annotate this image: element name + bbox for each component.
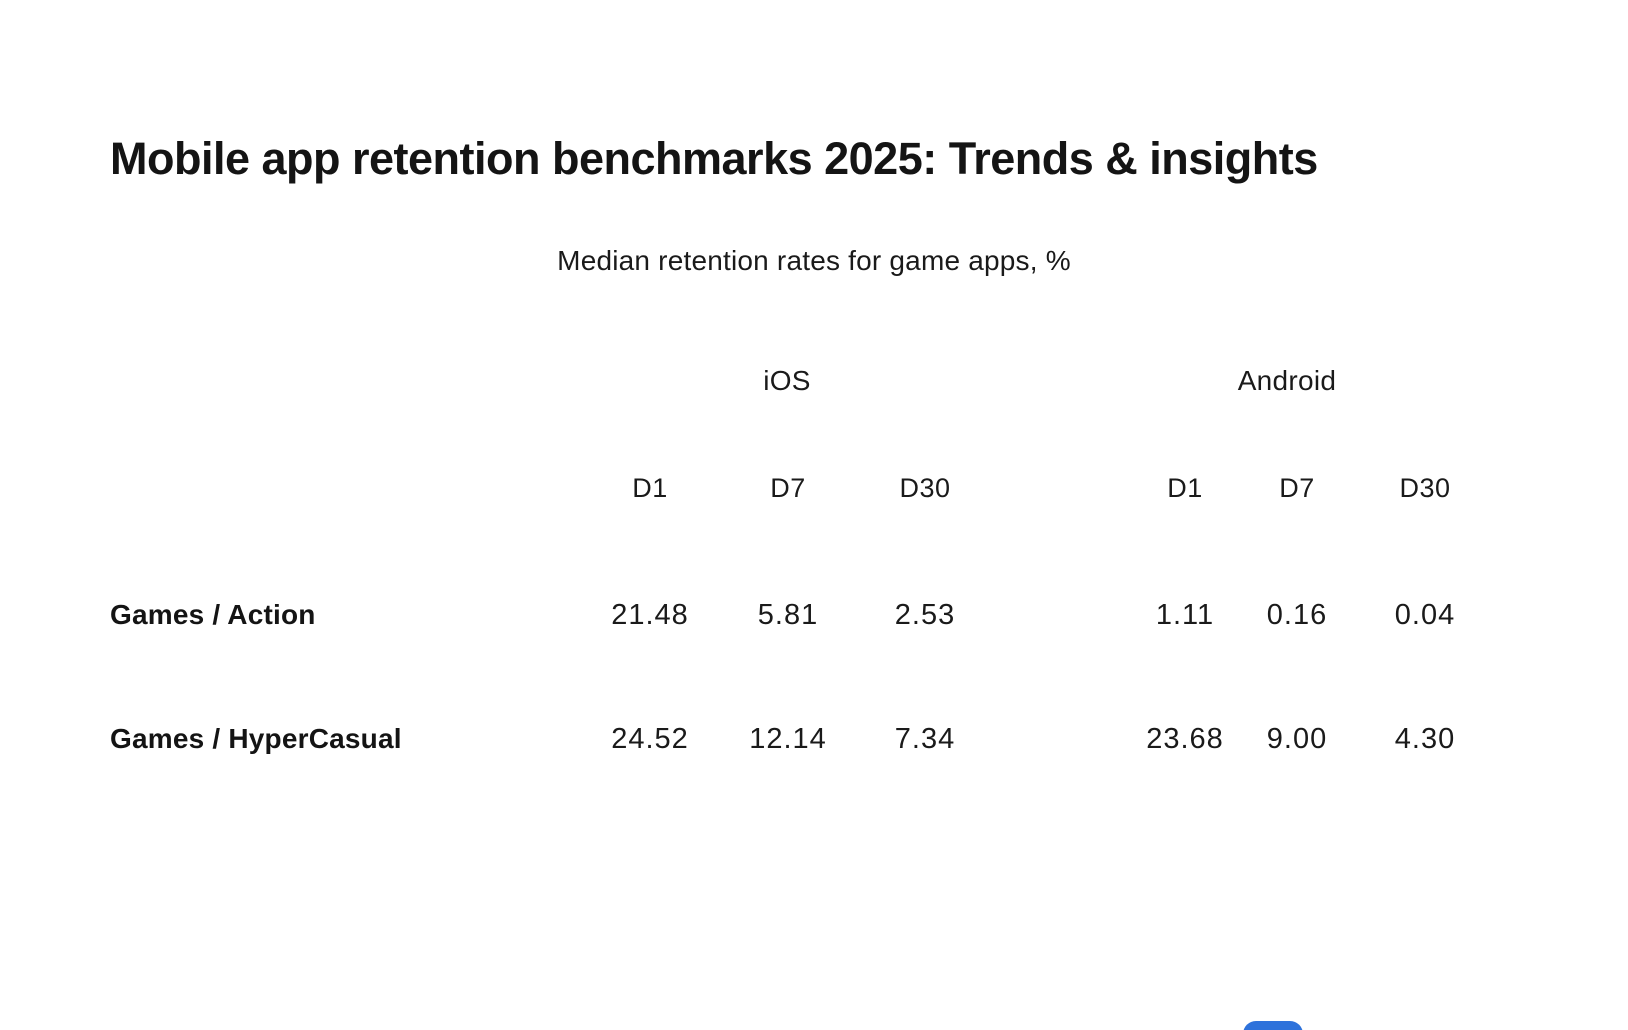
platform-header-ios: iOS	[763, 365, 811, 396]
row-label-games-hypercasual: Games / HyperCasual	[110, 723, 402, 754]
value-hypercasual-android-d1: 23.68	[1146, 722, 1224, 755]
page: Mobile app retention benchmarks 2025: Tr…	[0, 136, 1628, 1030]
value-action-android-d7: 0.16	[1266, 598, 1328, 631]
row-label-games-action: Games / Action	[110, 599, 316, 630]
retention-table: iOS Android D1 D7 D30 D1 D7 D30 Games / …	[110, 321, 1510, 783]
col-header-android-d7: D7	[1279, 472, 1315, 503]
value-hypercasual-ios-d30: 7.34	[894, 722, 956, 755]
page-title: Mobile app retention benchmarks 2025: Tr…	[110, 133, 1318, 184]
pushwoosh-logo-icon	[1243, 1021, 1303, 1030]
value-action-ios-d30: 2.53	[894, 598, 956, 631]
value-hypercasual-android-d7: 9.00	[1266, 722, 1328, 755]
col-header-ios-d1: D1	[632, 472, 668, 503]
blue-speech-bubble-icon	[1243, 1021, 1303, 1030]
value-hypercasual-android-d30: 4.30	[1394, 722, 1456, 755]
platform-header-android: Android	[1237, 365, 1337, 396]
col-header-ios-d30: D30	[899, 472, 951, 503]
value-action-android-d1: 1.11	[1155, 598, 1215, 631]
col-header-android-d1: D1	[1167, 472, 1203, 503]
table-subtitle: Median retention rates for game apps, %	[557, 245, 1071, 276]
col-header-android-d30: D30	[1399, 472, 1451, 503]
value-hypercasual-ios-d1: 24.52	[611, 722, 689, 755]
value-action-ios-d1: 21.48	[611, 598, 689, 631]
value-hypercasual-ios-d7: 12.14	[749, 722, 827, 755]
pushwoosh-brand: PUSHWOOSH	[1243, 1021, 1554, 1030]
value-action-android-d30: 0.04	[1394, 598, 1456, 631]
col-header-ios-d7: D7	[770, 472, 806, 503]
value-action-ios-d7: 5.81	[757, 598, 819, 631]
